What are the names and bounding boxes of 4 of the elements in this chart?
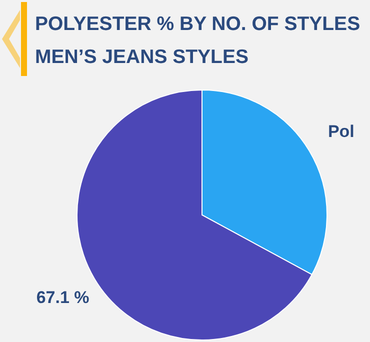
chart-subtitle: MEN’S JEANS STYLES	[35, 46, 248, 69]
chart-title: POLYESTER % BY NO. OF STYLES	[35, 13, 360, 36]
data-label: Pol	[328, 122, 354, 142]
data-label: 67.1 %	[36, 288, 90, 307]
